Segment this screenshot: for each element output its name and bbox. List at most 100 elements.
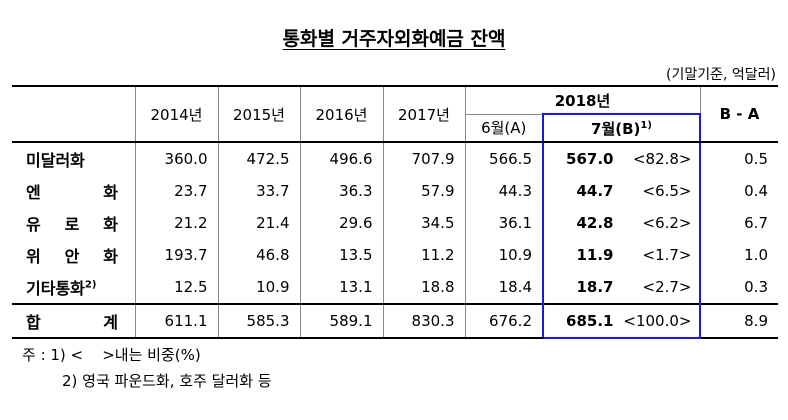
share: <2.7>	[642, 278, 692, 296]
value-cell: 566.5	[464, 142, 544, 175]
row-label-text: 위 안 화	[26, 247, 118, 266]
value-cell: 21.4	[217, 207, 301, 239]
value-cell: 611.1	[134, 303, 219, 339]
jul-cell: 11.9 <1.7>	[542, 239, 701, 271]
value-cell: 472.5	[217, 142, 301, 175]
value-cell: 33.7	[217, 175, 301, 207]
jul-cell: 685.1 <100.0>	[542, 303, 701, 339]
diff-cell: 1.0	[699, 239, 778, 271]
value-cell: 10.9	[217, 271, 301, 304]
diff-cell: 6.7	[699, 207, 778, 239]
row-label: 위 안 화	[26, 243, 118, 267]
row-label-cell: 합 계	[12, 303, 136, 339]
footnote-mark: 1)	[640, 119, 652, 131]
row-label-text: 미달러화	[26, 151, 85, 170]
jul-value: 44.7	[576, 182, 614, 200]
table-body: 미달러화 360.0 472.5 496.6 707.9 566.5 567.0 <82.8>…	[12, 142, 778, 339]
share: <82.8>	[632, 150, 692, 168]
value-cell: 57.9	[382, 175, 466, 207]
row-label-cell: 유 로 화	[12, 207, 136, 239]
value-cell: 13.5	[299, 239, 384, 271]
row: 미달러화 360.0 472.5 496.6 707.9 566.5 567.0 <82.8>…	[12, 142, 778, 175]
diff-cell: 8.9	[699, 303, 778, 339]
diff-cell: 0.5	[699, 142, 778, 175]
row: 위 안 화 193.7 46.8 13.5 11.2 10.9 11.9 <1.7> 1.0	[12, 239, 778, 271]
jul-value: 18.7	[576, 278, 614, 296]
jul-label: 7월(B)	[591, 119, 641, 138]
value-cell: 10.9	[464, 239, 544, 271]
jul-value: 567.0	[566, 150, 614, 168]
value-cell: 34.5	[382, 207, 466, 239]
header-row: 2014년 2015년 2016년 2017년 2018년 B - A	[12, 85, 778, 143]
diff-header: B - A	[699, 85, 778, 143]
value-cell: 496.6	[299, 142, 384, 175]
row-label: 유 로 화	[26, 211, 118, 235]
row: 합 계 611.1 585.3 589.1 830.3 676.2 685.1 <100.0>…	[12, 303, 778, 339]
value-cell: 707.9	[382, 142, 466, 175]
row: 엔 화 23.7 33.7 36.3 57.9 44.3 44.7 <6.5> 0.4	[12, 175, 778, 207]
title-box: 통화별 거주자외화예금 잔액	[0, 24, 788, 51]
jul-header: 7월(B)1)	[542, 113, 701, 143]
footnote-mark: 2)	[84, 279, 97, 291]
note: 2) 영국 파운드화, 호주 달러화 등	[62, 372, 272, 390]
value-cell: 12.5	[134, 271, 219, 304]
row-label-text: 합 계	[26, 313, 118, 332]
year-header: 2016년	[299, 85, 384, 143]
row: 기타통화2) 12.5 10.9 13.1 18.8 18.4 18.7 <2.7> 0.3	[12, 271, 778, 304]
jul-cell: 567.0 <82.8>	[542, 142, 701, 175]
value-cell: 676.2	[464, 303, 544, 339]
row-label-cell: 위 안 화	[12, 239, 136, 271]
value-cell: 44.3	[464, 175, 544, 207]
value-cell: 36.3	[299, 175, 384, 207]
value-cell: 830.3	[382, 303, 466, 339]
row-label-cell: 엔 화	[12, 175, 136, 207]
year-2018-header: 2018년	[464, 85, 701, 115]
value-cell: 29.6	[299, 207, 384, 239]
value-cell: 13.1	[299, 271, 384, 304]
value-cell: 589.1	[299, 303, 384, 339]
value-cell: 193.7	[134, 239, 219, 271]
value-cell: 18.8	[382, 271, 466, 304]
jul-value: 42.8	[576, 214, 614, 232]
share: <6.5>	[642, 182, 692, 200]
year-header: 2014년	[134, 85, 219, 143]
share: <100.0>	[623, 312, 692, 330]
unit: (기말기준, 억달러)	[666, 67, 776, 83]
jul-cell: 44.7 <6.5>	[542, 175, 701, 207]
value-cell: 360.0	[134, 142, 219, 175]
jul-value: 11.9	[576, 246, 614, 264]
value-cell: 18.4	[464, 271, 544, 304]
jul-cell: 18.7 <2.7>	[542, 271, 701, 304]
diff-cell: 0.4	[699, 175, 778, 207]
jul-value: 685.1	[566, 312, 614, 330]
row-label-text: 기타통화	[26, 279, 85, 298]
value-cell: 21.2	[134, 207, 219, 239]
table: 2014년 2015년 2016년 2017년 2018년 B - A 6월(A…	[12, 85, 778, 339]
row-label-text: 엔 화	[26, 183, 118, 202]
value-cell: 23.7	[134, 175, 219, 207]
value-cell: 585.3	[217, 303, 301, 339]
row-label: 기타통화2)	[26, 275, 118, 299]
row-label-cell: 기타통화2)	[12, 271, 136, 304]
title: 통화별 거주자외화예금 잔액	[282, 28, 506, 50]
diff-cell: 0.3	[699, 271, 778, 304]
row-label: 엔 화	[26, 179, 118, 203]
value-cell: 36.1	[464, 207, 544, 239]
note: 주 : 1) < >내는 비중(%)	[22, 346, 201, 364]
row-label: 미달러화	[26, 147, 118, 171]
share: <6.2>	[642, 214, 692, 232]
share: <1.7>	[642, 246, 692, 264]
jul-cell: 42.8 <6.2>	[542, 207, 701, 239]
row: 유 로 화 21.2 21.4 29.6 34.5 36.1 42.8 <6.2> 6.7	[12, 207, 778, 239]
header-row: 6월(A) 7월(B)1)	[12, 113, 778, 143]
row-label-cell: 미달러화	[12, 142, 136, 175]
row-label: 합 계	[26, 309, 118, 333]
jun-header: 6월(A)	[465, 113, 544, 143]
corner	[12, 85, 136, 143]
year-header: 2015년	[217, 85, 301, 143]
value-cell: 46.8	[217, 239, 301, 271]
row-label-text: 유 로 화	[26, 215, 118, 234]
value-cell: 11.2	[382, 239, 466, 271]
year-header: 2017년	[382, 85, 466, 143]
